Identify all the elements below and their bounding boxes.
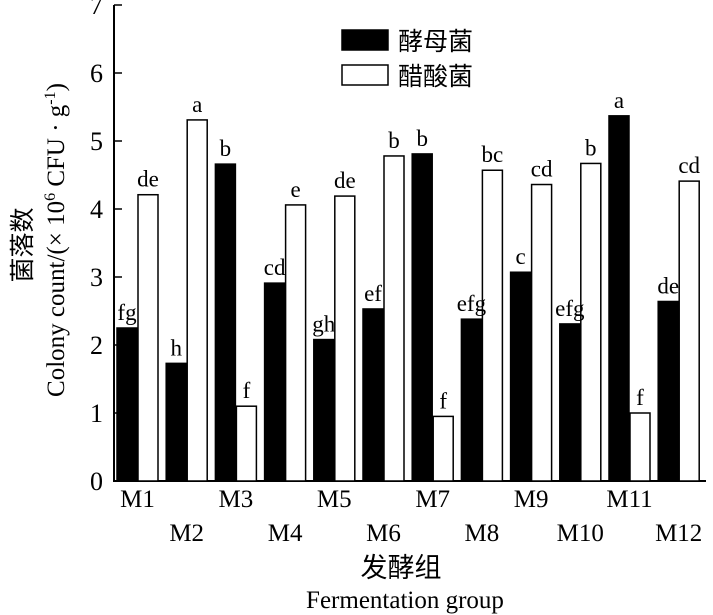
bar-yeast xyxy=(411,153,433,482)
y-tick-label: 7 xyxy=(90,0,103,20)
y-tick-label: 0 xyxy=(90,467,103,496)
y-axis-label-en-main: Colony count/(× 10 xyxy=(43,201,70,397)
category-label: M2 xyxy=(169,520,204,547)
legend: 酵母菌 醋酸菌 xyxy=(341,27,473,91)
bar-yeast xyxy=(509,271,532,482)
bar-acetic xyxy=(334,195,356,482)
bar-yeast xyxy=(362,308,384,482)
y-ticks: 0 1 2 3 4 5 6 7 xyxy=(90,0,122,496)
bar-yeast xyxy=(559,323,581,482)
bar-yeast xyxy=(116,327,138,482)
legend-swatch-yeast xyxy=(341,29,389,51)
bar-yeast xyxy=(165,362,187,482)
category-label: M1 xyxy=(120,486,155,513)
category-label: M9 xyxy=(514,486,549,513)
legend-label-acetic: 醋酸菌 xyxy=(398,62,473,91)
bar-acetic xyxy=(284,204,307,482)
y-axis-label-exp: 6 xyxy=(42,193,59,201)
significance-label: de xyxy=(137,167,159,192)
significance-label: bc xyxy=(482,142,504,167)
significance-label: h xyxy=(170,335,182,360)
significance-label: c xyxy=(515,244,525,269)
y-axis-label-en: Colony count/(× 106 CFU · g-1) xyxy=(42,83,70,397)
bar-yeast xyxy=(214,163,237,482)
y-tick-label: 3 xyxy=(90,263,103,292)
y-tick-label: 2 xyxy=(90,331,103,360)
bar-acetic xyxy=(137,193,159,482)
y-axis-label-tail-exp: -1 xyxy=(42,91,59,104)
bar-yeast xyxy=(608,115,630,482)
category-label: M12 xyxy=(655,520,702,547)
y-axis-label-tail: CFU · g xyxy=(43,104,70,193)
bar-acetic xyxy=(678,180,700,482)
x-axis-label-en: Fermentation group xyxy=(306,587,504,614)
significance-label: f xyxy=(243,378,251,403)
category-label: M10 xyxy=(557,520,604,547)
y-tick-label: 5 xyxy=(90,127,103,156)
y-axis-label-cn: 菌落数 xyxy=(9,207,37,282)
bars xyxy=(116,115,700,482)
significance-label: f xyxy=(636,385,644,410)
bar-acetic xyxy=(481,169,504,482)
bar-acetic xyxy=(383,155,405,482)
category-label: M3 xyxy=(219,486,254,513)
significance-label: ef xyxy=(364,281,382,306)
legend-swatch-acetic xyxy=(341,64,389,86)
significance-label: fg xyxy=(117,300,137,325)
significance-label: f xyxy=(439,388,447,413)
category-label: M11 xyxy=(606,486,652,513)
significance-label: de xyxy=(334,168,356,193)
bar-yeast xyxy=(263,282,286,482)
significance-label: cd xyxy=(264,255,286,280)
bar-acetic xyxy=(629,412,651,482)
bar-yeast xyxy=(460,318,483,482)
significance-label: efg xyxy=(555,296,585,321)
significance-label: efg xyxy=(457,291,487,316)
category-label: M8 xyxy=(465,520,500,547)
y-tick-label: 1 xyxy=(90,399,103,428)
bar-yeast xyxy=(313,338,335,482)
significance-label: b xyxy=(388,128,400,153)
y-tick-label: 4 xyxy=(90,195,103,224)
significance-label: a xyxy=(614,88,624,113)
bar-acetic xyxy=(530,183,553,482)
significance-label: de xyxy=(657,273,679,298)
category-label: M7 xyxy=(415,486,450,513)
category-label: M5 xyxy=(317,486,352,513)
significance-label: gh xyxy=(312,312,336,337)
bar-acetic xyxy=(580,162,602,482)
y-tick-label: 6 xyxy=(90,59,103,88)
bar-acetic xyxy=(235,405,258,482)
significance-label: b xyxy=(585,135,597,160)
y-axis-label-close: ) xyxy=(43,83,70,91)
category-label: M4 xyxy=(268,520,303,547)
legend-label-yeast: 酵母菌 xyxy=(398,27,473,56)
significance-label: cd xyxy=(531,157,553,182)
bar-yeast xyxy=(657,300,679,482)
x-axis-label-cn: 发酵组 xyxy=(361,553,442,584)
significance-label: cd xyxy=(678,153,700,178)
significance-label: a xyxy=(192,92,202,117)
significance-label: e xyxy=(290,177,300,202)
category-label: M6 xyxy=(366,520,401,547)
significance-label: b xyxy=(416,126,428,151)
bar-acetic xyxy=(186,119,208,482)
significance-label: b xyxy=(220,136,232,161)
bar-acetic xyxy=(432,415,454,482)
